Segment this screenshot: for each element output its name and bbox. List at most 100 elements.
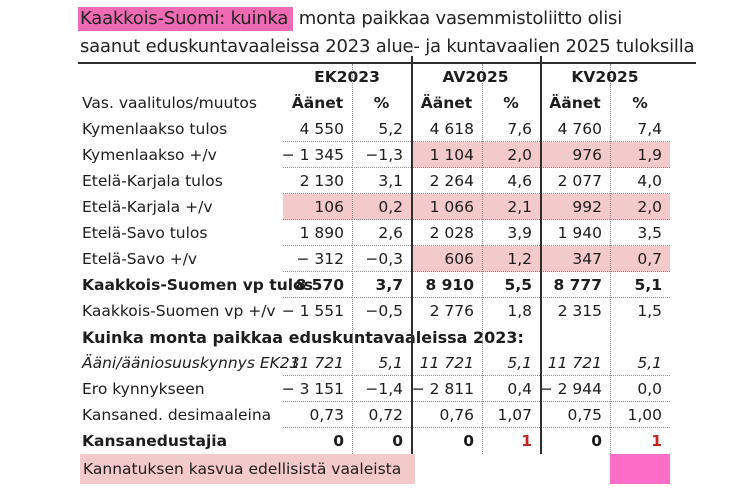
cell-value: 3,9 <box>482 220 540 246</box>
row-label: Ääni/ääniosuuskynnys EK23 <box>82 354 300 372</box>
cell-value: − 2 944 <box>540 376 610 402</box>
cell-value: 0 <box>392 432 403 450</box>
cell-value: 1,9 <box>610 142 670 168</box>
title-line1: Kaakkois-Suomi: kuinka monta paikkaa vas… <box>78 5 694 33</box>
subheader-pct-av: % <box>503 94 519 112</box>
cell-value: 8 570 <box>283 272 352 298</box>
row-label: Etelä-Karjala +/v <box>82 198 213 216</box>
cell-value: 1,2 <box>482 246 540 272</box>
cell-value: 1,8 <box>507 302 532 320</box>
dotted-divider-av <box>482 64 483 454</box>
row-label: Ero kynnykseen <box>82 380 205 398</box>
subheader-votes-kv: Äänet <box>549 94 601 112</box>
cell-value: − 3 151 <box>282 376 352 402</box>
cell-value: 1 890 <box>283 220 352 246</box>
dotted-divider-kv <box>610 64 611 454</box>
cell-value: 5,1 <box>352 350 411 376</box>
cell-value: 1 <box>521 432 532 450</box>
row-label: Etelä-Karjala tulos <box>82 172 223 190</box>
cell-value: 1 066 <box>411 194 482 220</box>
cell-value: − 1 345 <box>282 142 352 168</box>
cell-value: 2,0 <box>482 142 540 168</box>
title-highlight: Kaakkois-Suomi: kuinka <box>78 7 294 31</box>
cell-value: 0,0 <box>610 376 670 402</box>
cell-value: 5,5 <box>482 272 540 298</box>
cell-value: 3,7 <box>352 272 411 298</box>
section-title: Kuinka monta paikkaa eduskuntavaaleissa … <box>80 324 532 350</box>
cell-value: 2 776 <box>429 302 474 320</box>
cell-value: 2 077 <box>540 168 610 194</box>
subheader-votes-ek: Äänet <box>291 94 344 112</box>
table-top-border <box>78 62 696 64</box>
corner-label: Vas. vaalitulos/muutos <box>82 94 257 112</box>
cell-value: 11 721 <box>283 350 352 376</box>
cell-value: 1,00 <box>610 402 670 428</box>
row-label: Kaakkois-Suomen vp +/v <box>82 302 276 320</box>
cell-value: 0,73 <box>283 402 352 428</box>
cell-value: 8 777 <box>540 272 610 298</box>
cell-value: 2 264 <box>411 168 482 194</box>
cell-value: 4 760 <box>540 116 610 142</box>
cell-value: 992 <box>540 194 610 220</box>
row-label: Etelä-Savo +/v <box>82 250 198 268</box>
cell-value: 7,4 <box>610 116 670 142</box>
cell-value: 1 <box>651 432 662 450</box>
cell-value: 2 028 <box>411 220 482 246</box>
cell-value: 347 <box>540 246 610 272</box>
cell-value: 1 104 <box>411 142 482 168</box>
row-label: Etelä-Savo tulos <box>82 224 208 242</box>
cell-value: − 1 551 <box>281 302 344 320</box>
cell-value: − 312 <box>283 246 352 272</box>
cell-value: 3,5 <box>610 220 670 246</box>
legend-label: Kannatuksen kasvua edellisistä vaaleista <box>80 454 416 484</box>
row-label: Kaakkois-Suomen vp tulos <box>82 276 313 294</box>
group-header-ek2023: EK2023 <box>314 68 380 86</box>
cell-value: 2 130 <box>283 168 352 194</box>
cell-value: 0,2 <box>352 194 411 220</box>
cell-value: 2,1 <box>482 194 540 220</box>
subheader-votes-av: Äänet <box>420 94 473 112</box>
cell-value: −0,3 <box>352 246 411 272</box>
cell-value: − 2 811 <box>411 376 482 402</box>
cell-value: 1,5 <box>637 302 662 320</box>
results-table: EK2023 AV2025 KV2025 Vas. vaalitulos/muu… <box>78 56 696 484</box>
cell-value: 0,72 <box>352 402 411 428</box>
cell-value: 4,6 <box>482 168 540 194</box>
cell-value: 5,1 <box>610 272 670 298</box>
title-line2: saanut eduskuntavaaleissa 2023 alue- ja … <box>80 36 695 57</box>
cell-value: 0,7 <box>610 246 670 272</box>
subheader-pct-ek: % <box>373 94 390 112</box>
cell-value: 0,75 <box>540 402 610 428</box>
cell-value: 4 618 <box>411 116 482 142</box>
cell-value: 2,0 <box>610 194 670 220</box>
cell-value: 976 <box>540 142 610 168</box>
cell-value: 0,76 <box>411 402 482 428</box>
cell-value: 7,6 <box>482 116 540 142</box>
cell-value: 5,1 <box>610 350 670 376</box>
row-label: Kymenlaakso +/v <box>82 146 217 164</box>
cell-value: 1,07 <box>482 402 540 428</box>
cell-value: 106 <box>283 194 352 220</box>
cell-value: −0,5 <box>365 302 403 320</box>
group-header-kv2025: KV2025 <box>571 68 639 86</box>
cell-value: 3,1 <box>352 168 411 194</box>
cell-value: 4 550 <box>283 116 352 142</box>
row-label: Kymenlaakso tulos <box>82 120 228 138</box>
cell-value: −1,3 <box>352 142 411 168</box>
cell-value: 8 910 <box>411 272 482 298</box>
cell-value: 1 940 <box>540 220 610 246</box>
seat-highlight-box <box>610 454 670 484</box>
page-title: Kaakkois-Suomi: kuinka monta paikkaa vas… <box>78 5 695 61</box>
cell-value: 606 <box>411 246 482 272</box>
cell-value: 0,4 <box>482 376 540 402</box>
table-grid: EK2023 AV2025 KV2025 Vas. vaalitulos/muu… <box>80 64 670 484</box>
cell-value: 11 721 <box>411 350 482 376</box>
cell-value: 0 <box>591 432 602 450</box>
title-line1-rest: monta paikkaa vasemmistoliitto olisi <box>293 8 622 29</box>
subheader-pct-kv: % <box>632 94 648 112</box>
dotted-divider-ek <box>352 64 353 454</box>
cell-value: 2,6 <box>352 220 411 246</box>
row-label: Kansaned. desimaaleina <box>82 406 272 424</box>
column-divider-ek-av <box>411 56 413 454</box>
